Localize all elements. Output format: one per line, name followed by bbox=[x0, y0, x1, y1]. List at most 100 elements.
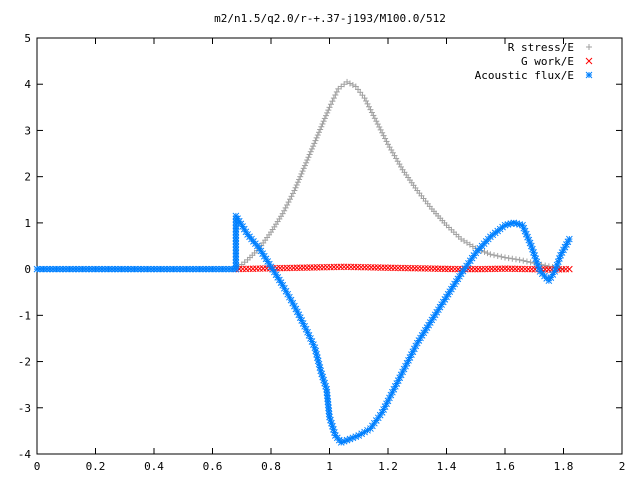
data-point bbox=[565, 235, 573, 243]
marker-stroke bbox=[318, 370, 326, 378]
data-point-interp bbox=[299, 168, 306, 175]
marker-stroke bbox=[513, 220, 521, 228]
marker-stroke bbox=[179, 265, 187, 273]
marker-stroke bbox=[237, 220, 245, 228]
data-point bbox=[326, 104, 333, 111]
marker-stroke bbox=[323, 385, 330, 393]
data-point-interp bbox=[367, 106, 374, 113]
marker-stroke bbox=[323, 392, 331, 399]
data-point-interp bbox=[313, 134, 320, 141]
marker-stroke bbox=[323, 389, 331, 396]
marker-stroke bbox=[313, 350, 320, 358]
marker-stroke bbox=[325, 404, 332, 412]
marker-stroke bbox=[56, 265, 64, 273]
data-point-interp bbox=[558, 249, 566, 256]
marker-stroke bbox=[183, 265, 190, 273]
x-tick-label: 0.8 bbox=[261, 460, 281, 473]
marker-stroke bbox=[414, 264, 422, 272]
marker-stroke bbox=[69, 265, 77, 273]
marker-stroke bbox=[511, 265, 519, 273]
data-point-interp bbox=[451, 265, 459, 273]
marker-stroke bbox=[398, 264, 405, 272]
marker-stroke bbox=[534, 261, 542, 269]
data-point-interp bbox=[515, 265, 522, 273]
marker-stroke bbox=[205, 265, 213, 273]
data-point-interp bbox=[300, 264, 307, 272]
data-point bbox=[303, 159, 310, 166]
x-tick-label: 1.4 bbox=[437, 460, 457, 473]
marker-stroke bbox=[328, 419, 335, 427]
marker-stroke bbox=[235, 217, 243, 225]
marker-stroke bbox=[259, 250, 266, 257]
data-point-interp bbox=[484, 265, 492, 273]
marker-stroke bbox=[314, 357, 322, 365]
marker-stroke bbox=[367, 264, 375, 271]
data-point-interp bbox=[310, 143, 317, 150]
data-point-interp bbox=[308, 145, 315, 152]
data-point-interp bbox=[285, 199, 292, 206]
marker-stroke bbox=[287, 296, 295, 304]
marker-stroke bbox=[232, 246, 240, 254]
data-point-interp bbox=[303, 264, 311, 271]
data-point bbox=[373, 118, 380, 125]
marker-stroke bbox=[319, 373, 327, 381]
marker-stroke bbox=[232, 253, 240, 260]
data-point-interp bbox=[327, 263, 334, 271]
marker-stroke bbox=[532, 255, 540, 263]
data-point-interp bbox=[332, 92, 339, 99]
data-point-interp bbox=[85, 265, 93, 273]
marker-stroke bbox=[147, 265, 155, 273]
marker-stroke bbox=[170, 265, 177, 273]
y-tick-label: 0 bbox=[24, 263, 31, 276]
data-point-interp bbox=[79, 265, 86, 273]
data-point-interp bbox=[95, 265, 103, 273]
data-point-interp bbox=[325, 107, 332, 114]
marker-stroke bbox=[274, 274, 282, 281]
marker-stroke bbox=[441, 265, 449, 273]
marker-stroke bbox=[361, 263, 368, 271]
data-point-interp bbox=[508, 265, 516, 273]
data-point-interp bbox=[330, 95, 337, 102]
marker-stroke bbox=[418, 265, 425, 272]
marker-stroke bbox=[189, 265, 197, 273]
marker-stroke bbox=[384, 264, 392, 272]
data-point-interp bbox=[276, 264, 284, 272]
marker-stroke bbox=[404, 264, 412, 272]
data-point-interp bbox=[282, 204, 289, 211]
data-point-interp bbox=[414, 264, 422, 272]
marker-stroke bbox=[325, 410, 333, 418]
data-point-interp bbox=[286, 264, 294, 272]
data-point-interp bbox=[376, 123, 383, 130]
marker-stroke bbox=[124, 265, 132, 273]
data-point-interp bbox=[374, 121, 381, 128]
marker-stroke bbox=[111, 265, 119, 273]
marker-stroke bbox=[304, 328, 311, 336]
data-point-interp bbox=[306, 151, 313, 158]
data-point-interp bbox=[444, 265, 452, 273]
marker-stroke bbox=[326, 413, 333, 421]
data-point-interp bbox=[333, 88, 340, 95]
data-point-interp bbox=[288, 193, 295, 200]
data-point bbox=[279, 210, 286, 217]
marker-stroke bbox=[127, 265, 135, 273]
marker-stroke bbox=[305, 332, 313, 339]
data-point-interp bbox=[292, 184, 299, 191]
data-point-interp bbox=[293, 181, 300, 188]
data-point bbox=[431, 265, 439, 273]
data-point-interp bbox=[371, 115, 378, 122]
marker-stroke bbox=[192, 265, 200, 273]
data-point-interp bbox=[327, 101, 334, 108]
marker-stroke bbox=[137, 265, 145, 273]
data-point-interp bbox=[173, 265, 181, 273]
data-point-interp bbox=[370, 112, 377, 119]
marker-stroke bbox=[286, 293, 293, 301]
series-g-work-e bbox=[232, 263, 573, 273]
marker-stroke bbox=[108, 265, 116, 273]
marker-stroke bbox=[329, 422, 336, 430]
marker-stroke bbox=[521, 265, 529, 273]
marker-stroke bbox=[134, 265, 142, 273]
marker-stroke bbox=[522, 230, 530, 238]
data-point-interp bbox=[330, 263, 338, 271]
data-point bbox=[253, 265, 260, 273]
data-point-interp bbox=[365, 103, 372, 110]
